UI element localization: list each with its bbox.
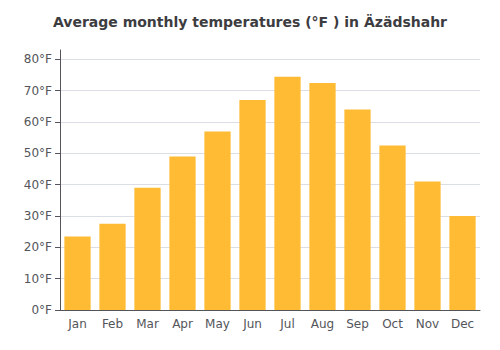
svg-text:Feb: Feb [102, 317, 123, 331]
svg-text:Mar: Mar [136, 317, 159, 331]
svg-text:May: May [205, 317, 230, 331]
svg-text:30°F: 30°F [24, 209, 52, 223]
svg-text:40°F: 40°F [24, 178, 52, 192]
svg-text:Aug: Aug [311, 317, 334, 331]
svg-text:60°F: 60°F [24, 115, 52, 129]
svg-text:50°F: 50°F [24, 146, 52, 160]
svg-text:Sep: Sep [346, 317, 369, 331]
svg-text:Dec: Dec [451, 317, 474, 331]
svg-text:80°F: 80°F [24, 52, 52, 66]
svg-text:20°F: 20°F [24, 240, 52, 254]
svg-text:Jan: Jan [67, 317, 87, 331]
svg-text:0°F: 0°F [31, 303, 52, 317]
svg-text:Jun: Jun [242, 317, 262, 331]
svg-text:Apr: Apr [172, 317, 193, 331]
svg-text:Average monthly temperatures (: Average monthly temperatures (°F ) in Äz… [53, 14, 447, 30]
svg-text:Oct: Oct [382, 317, 403, 331]
svg-text:10°F: 10°F [24, 272, 52, 286]
svg-text:Jul: Jul [279, 317, 294, 331]
svg-text:Nov: Nov [416, 317, 439, 331]
svg-text:70°F: 70°F [24, 84, 52, 98]
